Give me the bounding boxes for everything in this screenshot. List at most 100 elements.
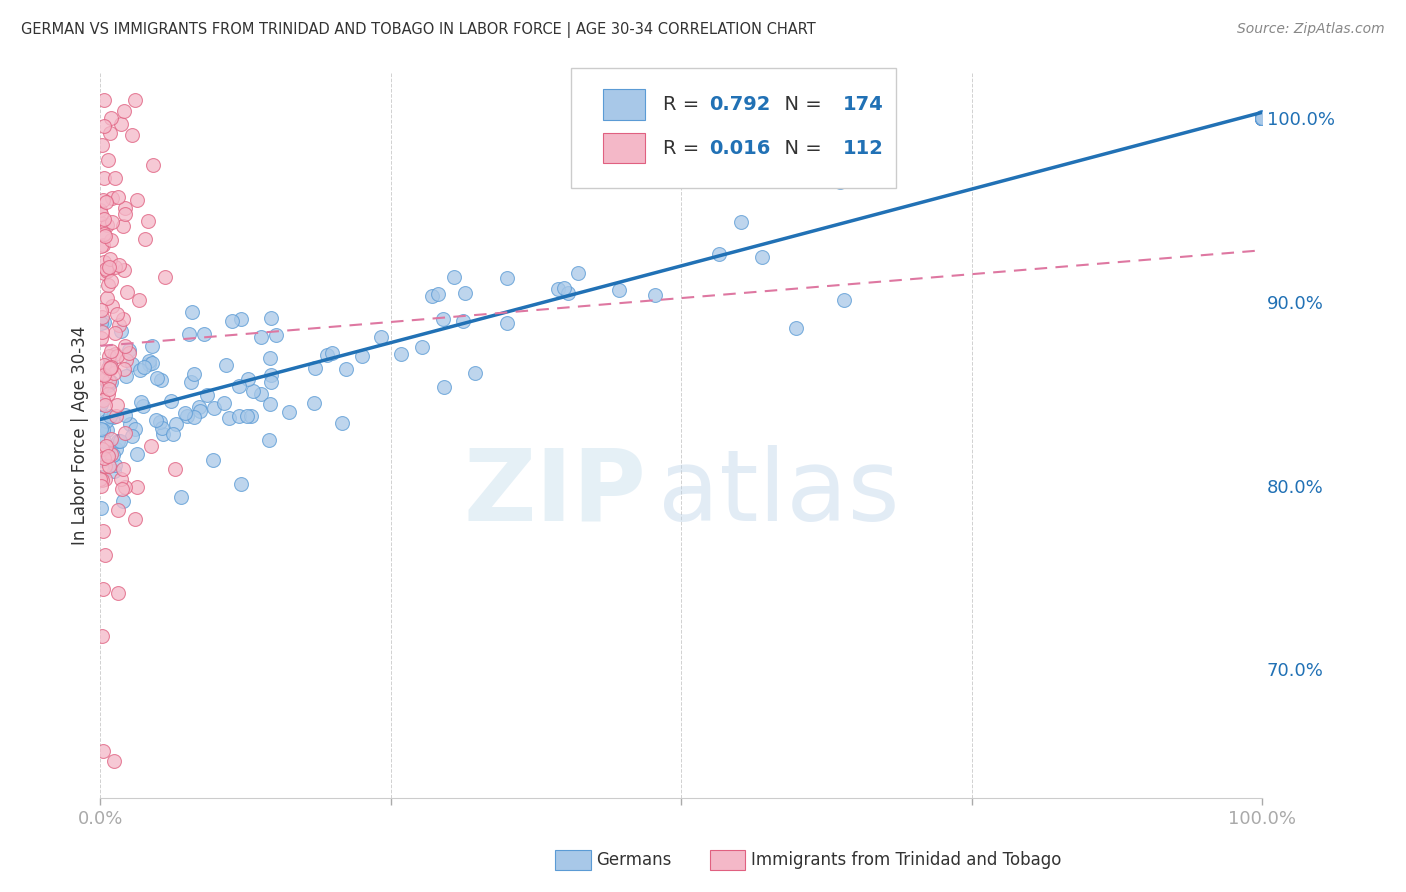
Point [91, 743, 114, 757]
Point [98, 356, 121, 370]
Point [1251, 112, 1274, 126]
Point [1251, 111, 1274, 125]
Point [100, 252, 122, 266]
Point [145, 371, 167, 385]
Point [114, 207, 136, 221]
Point [832, 293, 855, 308]
Point [94, 372, 117, 386]
Point [350, 349, 373, 363]
Point [411, 340, 433, 354]
Point [259, 397, 281, 411]
Point [105, 398, 128, 412]
Point [107, 434, 129, 449]
Point [195, 388, 218, 402]
Point [132, 399, 155, 413]
Point [785, 321, 807, 335]
Point [93, 434, 115, 448]
Point [260, 310, 283, 325]
Point [100, 215, 122, 229]
Point [181, 305, 204, 319]
Point [110, 117, 132, 131]
Point [112, 219, 135, 233]
Point [1251, 111, 1274, 125]
Point [1251, 111, 1274, 125]
Point [141, 356, 163, 370]
Point [90, 396, 112, 410]
Point [155, 269, 177, 284]
Point [1251, 111, 1274, 125]
Text: GERMAN VS IMMIGRANTS FROM TRINIDAD AND TOBAGO IN LABOR FORCE | AGE 30-34 CORRELA: GERMAN VS IMMIGRANTS FROM TRINIDAD AND T… [21, 22, 815, 38]
Point [104, 409, 127, 424]
Point [443, 270, 465, 285]
Point [162, 426, 184, 441]
Point [238, 372, 260, 386]
Point [107, 586, 129, 600]
Point [104, 260, 127, 275]
Point [125, 447, 148, 461]
Point [1251, 111, 1274, 125]
Point [100, 375, 122, 389]
Point [165, 462, 187, 476]
Point [105, 308, 128, 322]
Point [1251, 111, 1274, 125]
Point [97, 277, 120, 292]
Point [236, 409, 259, 423]
Point [557, 285, 579, 300]
Point [177, 327, 200, 342]
Point [115, 285, 138, 299]
Point [1251, 111, 1274, 125]
Point [1251, 111, 1274, 125]
Point [1251, 111, 1274, 125]
Point [1251, 111, 1274, 125]
Point [90, 442, 112, 456]
Text: 0.016: 0.016 [709, 138, 770, 158]
Text: 174: 174 [842, 95, 883, 114]
Point [89, 472, 111, 486]
Point [90, 239, 112, 253]
Point [420, 289, 443, 303]
Text: 0.792: 0.792 [709, 95, 770, 114]
Point [321, 346, 343, 360]
Point [567, 266, 589, 280]
Point [214, 358, 236, 372]
Point [257, 433, 280, 447]
Point [98, 362, 121, 376]
Point [97, 360, 120, 375]
Point [111, 312, 134, 326]
Point [98, 350, 121, 364]
Point [228, 379, 250, 393]
Point [229, 312, 252, 326]
Point [1251, 111, 1274, 125]
Point [90, 479, 112, 493]
Point [138, 357, 160, 371]
Y-axis label: In Labor Force | Age 30-34: In Labor Force | Age 30-34 [72, 326, 89, 545]
Point [114, 362, 136, 376]
Point [110, 324, 132, 338]
Point [100, 447, 122, 461]
Point [1251, 111, 1274, 125]
Point [174, 406, 197, 420]
Point [96, 195, 118, 210]
Point [100, 360, 122, 375]
Point [97, 386, 120, 401]
Point [1251, 111, 1274, 125]
Point [432, 312, 454, 326]
Point [98, 361, 121, 376]
Point [121, 429, 143, 443]
Point [97, 378, 120, 392]
Point [94, 399, 117, 413]
Point [124, 512, 146, 526]
Point [260, 375, 283, 389]
Point [108, 258, 131, 272]
Point [183, 410, 205, 425]
Point [121, 358, 143, 372]
Point [138, 214, 160, 228]
Point [278, 405, 301, 419]
Point [98, 374, 121, 388]
FancyBboxPatch shape [571, 69, 896, 188]
Point [94, 414, 117, 428]
Point [98, 260, 121, 274]
Point [98, 409, 121, 423]
Point [90, 470, 112, 484]
Point [101, 409, 124, 424]
